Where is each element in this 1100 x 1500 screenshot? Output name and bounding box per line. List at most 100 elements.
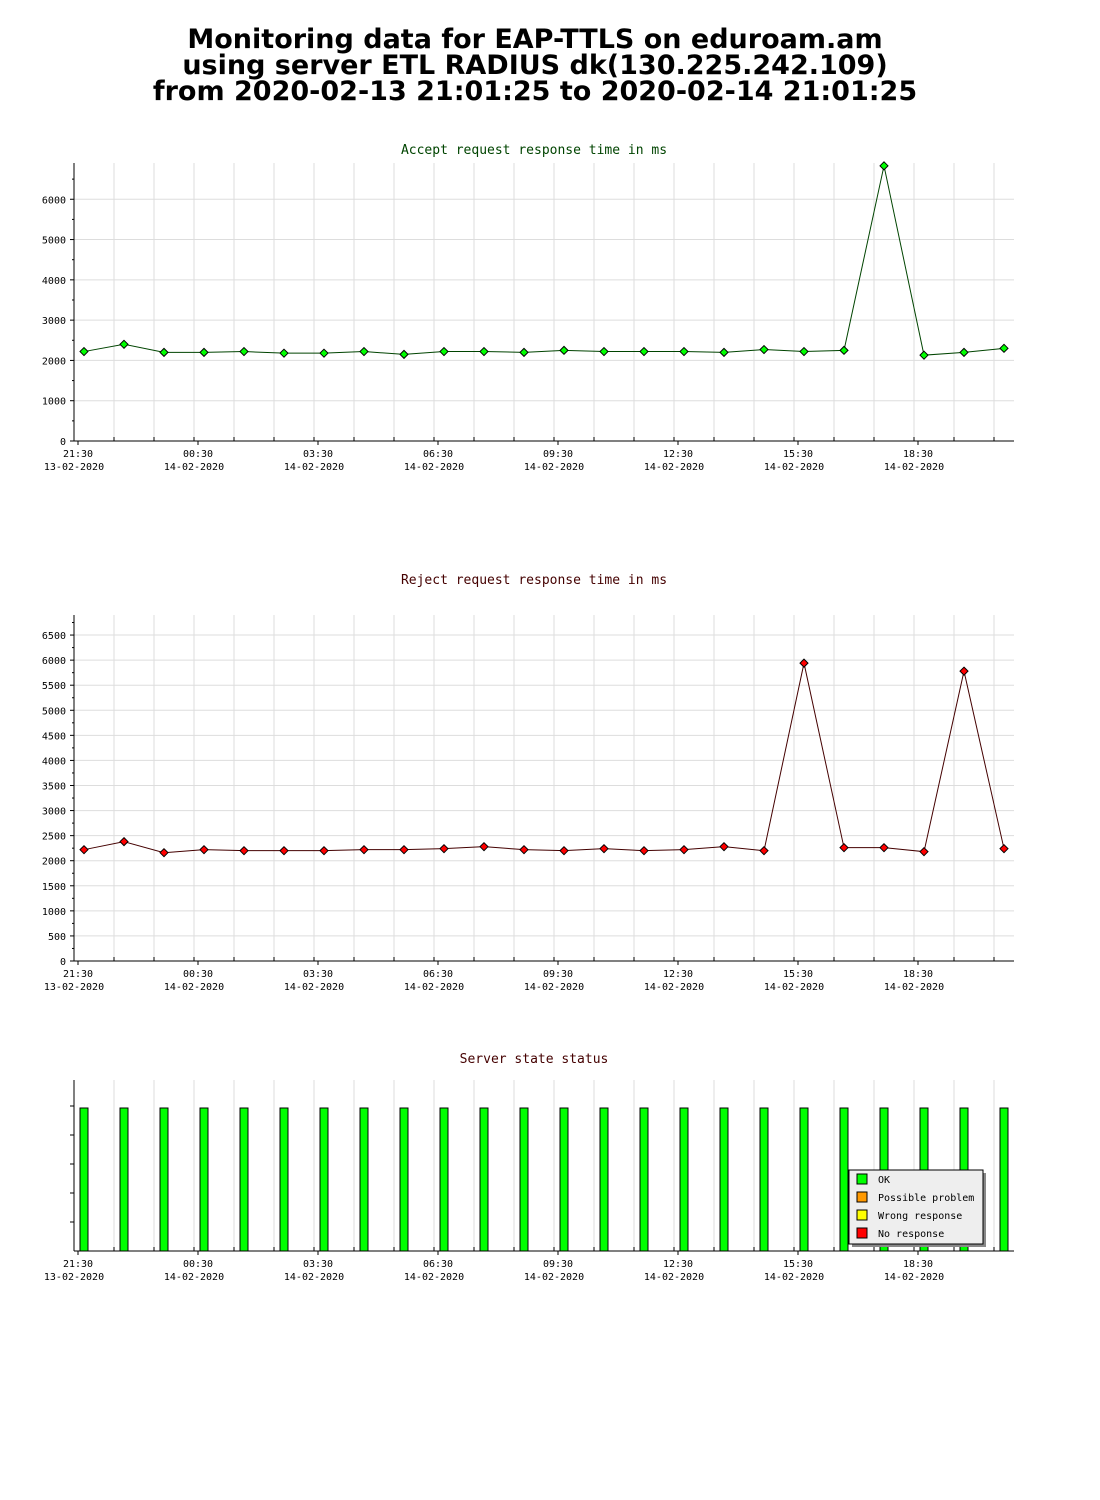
status-bar bbox=[439, 1107, 449, 1252]
x-tick-label-date: 14-02-2020 bbox=[884, 462, 944, 473]
legend-label: Wrong response bbox=[878, 1211, 962, 1222]
status-bar bbox=[639, 1107, 649, 1252]
y-tick-label: 2500 bbox=[42, 832, 66, 843]
x-tick-label-time: 12:30 bbox=[663, 969, 693, 980]
x-tick-label-time: 18:30 bbox=[903, 969, 933, 980]
data-point bbox=[119, 836, 129, 847]
y-tick-label: 5000 bbox=[42, 236, 66, 247]
data-point bbox=[839, 842, 849, 853]
data-point bbox=[999, 843, 1009, 854]
x-tick-label-date: 14-02-2020 bbox=[284, 462, 344, 473]
status-bar bbox=[79, 1107, 89, 1252]
x-tick-label-time: 15:30 bbox=[783, 1259, 813, 1270]
x-tick-label-time: 12:30 bbox=[663, 449, 693, 460]
x-tick-label-date: 14-02-2020 bbox=[404, 462, 464, 473]
status-bar bbox=[119, 1107, 129, 1252]
x-tick-label-date: 14-02-2020 bbox=[764, 982, 824, 993]
x-tick-label-time: 15:30 bbox=[783, 969, 813, 980]
data-point bbox=[319, 845, 329, 856]
x-tick-label-time: 06:30 bbox=[423, 1259, 453, 1270]
data-point bbox=[959, 347, 969, 358]
status-bar bbox=[679, 1107, 689, 1252]
data-point bbox=[79, 346, 89, 357]
page-title-line2: using server ETL RADIUS dk(130.225.242.1… bbox=[182, 50, 888, 81]
status-bar bbox=[159, 1107, 169, 1252]
data-point bbox=[879, 842, 889, 853]
data-point bbox=[919, 846, 929, 857]
data-point bbox=[319, 348, 329, 358]
data-point bbox=[399, 349, 409, 360]
x-tick-label-time: 03:30 bbox=[303, 1259, 333, 1270]
status-bar bbox=[319, 1107, 329, 1252]
data-point bbox=[639, 845, 649, 856]
x-tick-label-date: 14-02-2020 bbox=[164, 982, 224, 993]
chart-1: Accept request response time in ms 0 1000 2… bbox=[42, 143, 1014, 473]
status-bar bbox=[799, 1107, 809, 1252]
status-bar bbox=[719, 1107, 729, 1252]
data-point bbox=[239, 845, 249, 856]
x-tick-label-time: 06:30 bbox=[423, 449, 453, 460]
legend-label: Possible problem bbox=[878, 1193, 974, 1204]
y-tick-label: 5000 bbox=[42, 706, 66, 717]
y-tick-label: 2000 bbox=[42, 857, 66, 868]
status-bar bbox=[999, 1107, 1009, 1252]
data-point bbox=[679, 844, 689, 855]
x-tick-label-time: 09:30 bbox=[543, 449, 573, 460]
x-tick-label-date: 14-02-2020 bbox=[524, 462, 584, 473]
legend-swatch bbox=[856, 1191, 868, 1203]
legend-label: OK bbox=[878, 1175, 890, 1186]
data-point bbox=[719, 841, 729, 852]
x-tick-label-date: 14-02-2020 bbox=[764, 1272, 824, 1283]
x-tick-label-time: 00:30 bbox=[183, 1259, 213, 1270]
x-tick-label-date: 13-02-2020 bbox=[44, 462, 104, 473]
y-tick-label: 0 bbox=[60, 437, 66, 448]
data-point bbox=[999, 343, 1009, 354]
status-bar bbox=[479, 1107, 489, 1252]
x-tick-label-time: 00:30 bbox=[183, 449, 213, 460]
data-point bbox=[479, 346, 489, 357]
series-line bbox=[83, 165, 1005, 356]
y-tick-label: 6000 bbox=[42, 195, 66, 206]
x-tick-label-date: 14-02-2020 bbox=[524, 982, 584, 993]
data-point bbox=[599, 346, 609, 357]
data-point bbox=[199, 844, 209, 855]
y-tick-label: 1500 bbox=[42, 882, 66, 893]
chart-3: Server state status 21:30 13-02-2020 00:30 1… bbox=[44, 1052, 1014, 1283]
data-point bbox=[279, 845, 289, 856]
data-point bbox=[559, 345, 569, 356]
data-point bbox=[759, 344, 769, 355]
x-tick-label-time: 15:30 bbox=[783, 449, 813, 460]
data-point bbox=[159, 347, 169, 358]
x-tick-label-time: 12:30 bbox=[663, 1259, 693, 1270]
data-point bbox=[399, 844, 409, 855]
x-tick-label-date: 14-02-2020 bbox=[884, 982, 944, 993]
data-point bbox=[79, 844, 89, 855]
data-point bbox=[199, 347, 209, 358]
y-tick-label: 2000 bbox=[42, 356, 66, 367]
data-point bbox=[519, 844, 529, 855]
data-point bbox=[359, 844, 369, 855]
x-tick-label-date: 14-02-2020 bbox=[644, 982, 704, 993]
data-point bbox=[799, 346, 809, 357]
y-tick-label: 3000 bbox=[42, 316, 66, 327]
page-title-line1: Monitoring data for EAP-TTLS on eduroam.… bbox=[187, 24, 883, 55]
x-tick-label-date: 14-02-2020 bbox=[524, 1272, 584, 1283]
x-tick-label-time: 18:30 bbox=[903, 1259, 933, 1270]
y-tick-label: 6000 bbox=[42, 656, 66, 667]
x-tick-label-date: 13-02-2020 bbox=[44, 1272, 104, 1283]
data-point bbox=[159, 847, 169, 858]
x-tick-label-date: 14-02-2020 bbox=[404, 982, 464, 993]
x-tick-label-time: 06:30 bbox=[423, 969, 453, 980]
x-tick-label-time: 09:30 bbox=[543, 969, 573, 980]
data-point bbox=[679, 346, 689, 357]
data-point bbox=[839, 345, 849, 356]
status-bar bbox=[279, 1107, 289, 1252]
data-point bbox=[879, 161, 889, 171]
x-tick-label-date: 14-02-2020 bbox=[284, 1272, 344, 1283]
x-tick-label-time: 21:30 bbox=[63, 449, 93, 460]
x-tick-label-time: 09:30 bbox=[543, 1259, 573, 1270]
x-tick-label-time: 21:30 bbox=[63, 969, 93, 980]
status-bar bbox=[399, 1107, 409, 1252]
chart-title: Accept request response time in ms bbox=[401, 143, 667, 158]
legend-label: No response bbox=[878, 1229, 944, 1240]
